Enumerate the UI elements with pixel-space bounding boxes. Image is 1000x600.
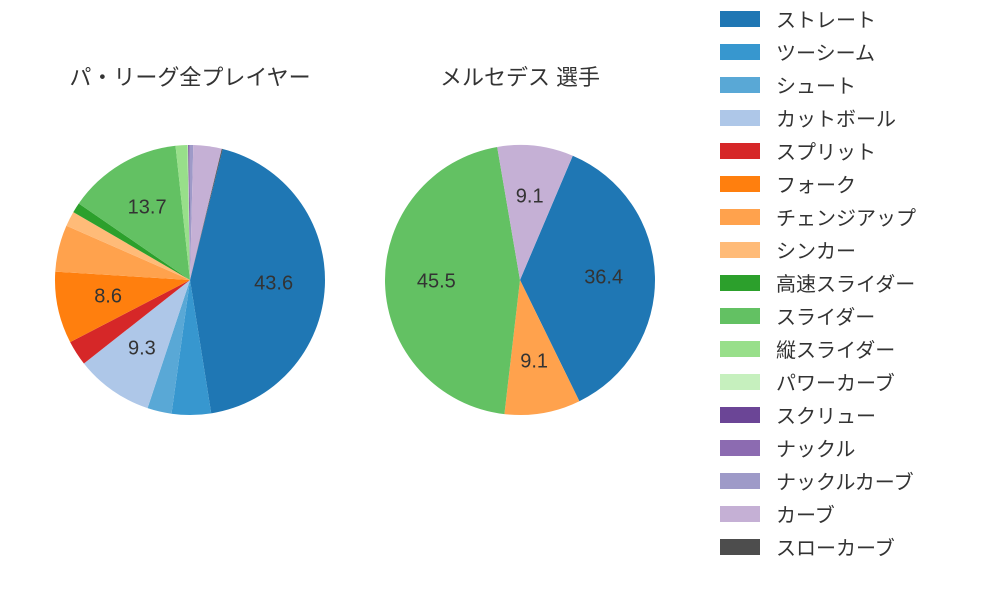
pie-slice-label: 36.4 bbox=[584, 266, 623, 289]
legend-swatch bbox=[720, 341, 760, 357]
legend-item: スライダー bbox=[700, 299, 990, 332]
legend-swatch bbox=[720, 77, 760, 93]
legend-label: ツーシーム bbox=[776, 37, 875, 66]
legend-swatch bbox=[720, 407, 760, 423]
legend-label: チェンジアップ bbox=[776, 202, 916, 231]
legend-label: カーブ bbox=[776, 499, 835, 528]
legend-item: パワーカーブ bbox=[700, 365, 990, 398]
pie-slice-label: 9.1 bbox=[520, 351, 548, 374]
pie-slice-label: 9.3 bbox=[128, 337, 156, 360]
legend-item: シュート bbox=[700, 68, 990, 101]
legend-label: シンカー bbox=[776, 235, 856, 264]
legend-swatch bbox=[720, 440, 760, 456]
legend-item: カットボール bbox=[700, 101, 990, 134]
pie-slice-label: 43.6 bbox=[254, 272, 293, 295]
legend-swatch bbox=[720, 275, 760, 291]
legend-label: スクリュー bbox=[776, 400, 876, 429]
legend-swatch bbox=[720, 539, 760, 555]
chart-container: パ・リーグ全プレイヤー メルセデス 選手 43.69.38.613.736.49… bbox=[0, 0, 1000, 600]
legend-item: スプリット bbox=[700, 134, 990, 167]
legend-swatch bbox=[720, 209, 760, 225]
legend-item: 縦スライダー bbox=[700, 332, 990, 365]
legend-label: フォーク bbox=[776, 169, 856, 198]
legend-swatch bbox=[720, 176, 760, 192]
legend-swatch bbox=[720, 44, 760, 60]
legend-item: カーブ bbox=[700, 497, 990, 530]
legend-item: ナックルカーブ bbox=[700, 464, 990, 497]
legend-item: ツーシーム bbox=[700, 35, 990, 68]
legend-swatch bbox=[720, 506, 760, 522]
legend-label: カットボール bbox=[776, 103, 896, 132]
legend-item: スローカーブ bbox=[700, 530, 990, 563]
legend-item: スクリュー bbox=[700, 398, 990, 431]
pie-slice-label: 9.1 bbox=[516, 185, 544, 208]
pie-slice-label: 45.5 bbox=[417, 271, 456, 294]
legend-swatch bbox=[720, 374, 760, 390]
legend-item: シンカー bbox=[700, 233, 990, 266]
legend-item: チェンジアップ bbox=[700, 200, 990, 233]
legend-item: フォーク bbox=[700, 167, 990, 200]
legend-label: シュート bbox=[776, 70, 856, 99]
pie-slice-label: 13.7 bbox=[128, 197, 167, 220]
legend-swatch bbox=[720, 143, 760, 159]
legend-item: 高速スライダー bbox=[700, 266, 990, 299]
legend-label: スライダー bbox=[776, 301, 875, 330]
legend-item: ナックル bbox=[700, 431, 990, 464]
legend-swatch bbox=[720, 110, 760, 126]
legend-label: スプリット bbox=[776, 136, 876, 165]
legend: ストレートツーシームシュートカットボールスプリットフォークチェンジアップシンカー… bbox=[700, 0, 990, 563]
legend-label: パワーカーブ bbox=[776, 367, 895, 396]
legend-label: スローカーブ bbox=[776, 532, 895, 561]
pie-slice-label: 8.6 bbox=[94, 286, 122, 309]
legend-label: 高速スライダー bbox=[776, 268, 915, 297]
legend-label: ナックル bbox=[776, 433, 855, 462]
legend-swatch bbox=[720, 473, 760, 489]
legend-swatch bbox=[720, 308, 760, 324]
legend-swatch bbox=[720, 11, 760, 27]
legend-swatch bbox=[720, 242, 760, 258]
legend-label: 縦スライダー bbox=[776, 334, 895, 363]
legend-item: ストレート bbox=[700, 2, 990, 35]
legend-label: ストレート bbox=[776, 4, 876, 33]
legend-label: ナックルカーブ bbox=[776, 466, 914, 495]
pie-labels-layer: 43.6 9.3 8.6 13.7 36.4 9.1 45.5 9.1 bbox=[0, 0, 700, 600]
